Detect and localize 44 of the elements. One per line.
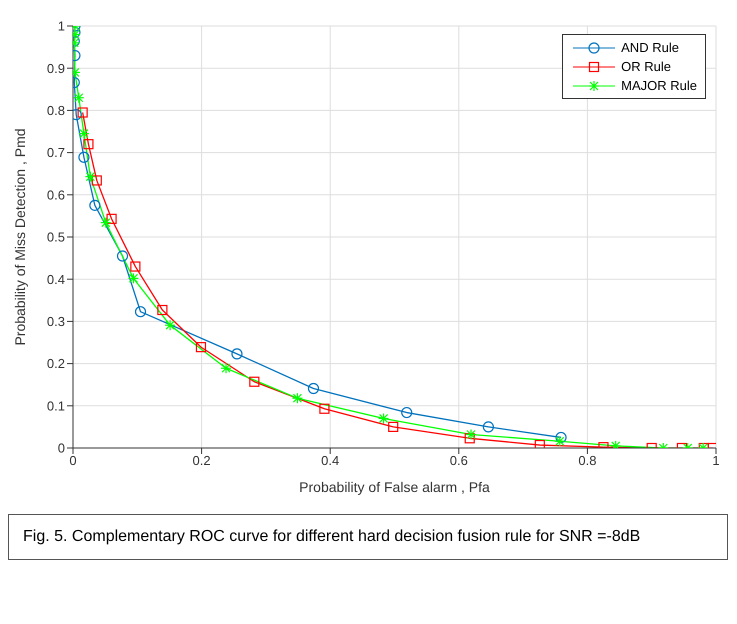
y-axis-title: Probability of Miss Detection , Pmd bbox=[12, 128, 28, 346]
legend-label: AND Rule bbox=[621, 39, 679, 57]
point bbox=[401, 406, 412, 418]
y-tick-label: 0.1 bbox=[46, 398, 65, 414]
point bbox=[106, 214, 117, 224]
x-tick-label: 0.6 bbox=[450, 453, 468, 468]
point bbox=[157, 304, 168, 316]
point bbox=[249, 376, 260, 387]
legend-label: MAJOR Rule bbox=[621, 77, 697, 95]
legend-label: OR Rule bbox=[621, 58, 671, 76]
x-tick-label: 0.8 bbox=[578, 453, 596, 468]
x-tick-label: 0 bbox=[69, 453, 77, 468]
y-tick-label: 0.8 bbox=[46, 103, 65, 118]
point bbox=[319, 404, 330, 414]
x-tick-label: 1 bbox=[712, 453, 720, 468]
point bbox=[308, 382, 320, 394]
y-tick-label: 0.2 bbox=[46, 356, 65, 372]
y-tick-label: 0.4 bbox=[46, 272, 65, 287]
point bbox=[482, 421, 494, 432]
point bbox=[89, 200, 100, 211]
point bbox=[130, 261, 140, 272]
y-tick-label: 0.7 bbox=[46, 145, 65, 160]
y-tick-label: 0.3 bbox=[46, 314, 65, 330]
point bbox=[78, 107, 88, 118]
y-tick-label: 0.6 bbox=[46, 187, 65, 202]
point bbox=[92, 175, 102, 186]
y-tick-label: 1 bbox=[58, 18, 65, 34]
y-tick-label: 0 bbox=[58, 440, 65, 456]
point bbox=[83, 139, 94, 150]
point bbox=[464, 433, 475, 444]
x-tick-label: 0.4 bbox=[321, 453, 340, 468]
point bbox=[116, 250, 128, 262]
caption: Fig. 5. Complementary ROC curve for different hard decision fusion rule for SNR =-8dB bbox=[8, 514, 728, 560]
point bbox=[388, 422, 398, 432]
x-axis-title: Probability of False alarm , Pfa bbox=[299, 479, 490, 495]
point bbox=[78, 152, 90, 163]
point bbox=[196, 342, 206, 352]
x-tick-label: 0.2 bbox=[192, 453, 211, 468]
point bbox=[134, 306, 146, 318]
y-tick-label: 0.5 bbox=[46, 230, 65, 245]
point bbox=[555, 432, 567, 444]
point bbox=[534, 440, 545, 448]
y-tick-label: 0.9 bbox=[46, 60, 65, 76]
point bbox=[231, 348, 243, 360]
